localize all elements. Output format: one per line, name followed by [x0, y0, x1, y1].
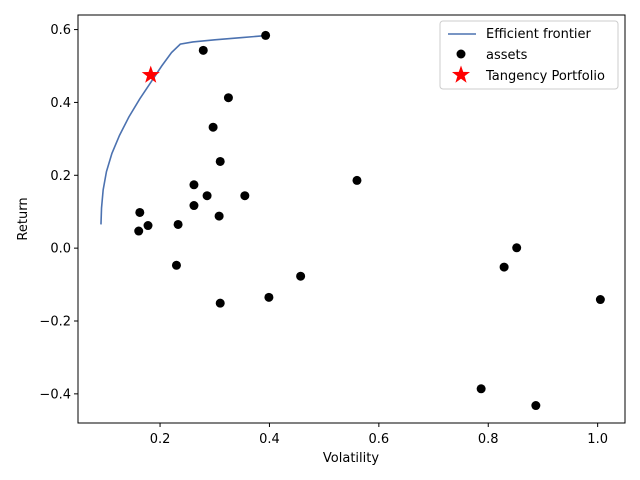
asset-point — [208, 122, 218, 132]
legend-star-icon — [451, 65, 471, 83]
asset-point — [171, 260, 181, 270]
asset-point — [134, 226, 144, 236]
asset-point — [264, 292, 274, 302]
asset-point — [352, 175, 362, 185]
x-axis-ticks: 0.2 0.4 0.6 0.8 1.0 — [150, 423, 608, 447]
legend-tangency-swatch — [451, 65, 471, 83]
asset-point — [531, 401, 541, 411]
asset-point — [512, 243, 522, 253]
y-tick-label: 0.6 — [50, 23, 71, 38]
asset-point — [143, 221, 153, 231]
legend-frontier-label: Efficient frontier — [486, 27, 592, 42]
asset-point — [499, 262, 509, 272]
y-axis-ticks: −0.4 −0.2 0.0 0.2 0.4 0.6 — [39, 23, 78, 402]
asset-point — [261, 30, 271, 40]
frontier-layer — [100, 34, 268, 225]
x-tick-label: 0.2 — [150, 432, 171, 447]
asset-point — [215, 156, 225, 166]
asset-point — [214, 211, 224, 221]
legend-box — [439, 20, 619, 90]
asset-point — [595, 295, 605, 305]
y-axis-label: Return — [16, 197, 31, 240]
efficient-frontier-line — [100, 34, 268, 225]
legend-assets-label: assets — [486, 48, 528, 63]
x-tick-label: 0.8 — [478, 432, 499, 447]
asset-point — [189, 180, 199, 190]
asset-point — [173, 219, 183, 229]
legend-tangency-label: Tangency Portfolio — [485, 69, 605, 84]
asset-point — [223, 93, 233, 103]
asset-point — [296, 271, 306, 281]
y-tick-label: 0.4 — [50, 96, 71, 111]
tangency-portfolio-star — [141, 65, 160, 83]
asset-point — [189, 201, 199, 211]
asset-point — [198, 45, 208, 55]
x-axis-label: Volatility — [323, 451, 379, 466]
legend-assets-swatch — [456, 49, 466, 59]
asset-point — [215, 298, 225, 308]
x-tick-label: 0.6 — [369, 432, 390, 447]
plot-frame — [77, 14, 626, 424]
asset-points — [134, 30, 605, 411]
asset-point — [476, 384, 486, 394]
y-tick-label: −0.4 — [39, 387, 71, 402]
legend: Efficient frontier assets Tangency Portf… — [439, 20, 619, 90]
y-tick-label: −0.2 — [39, 315, 71, 330]
asset-point — [202, 191, 212, 201]
tangency-layer — [141, 65, 160, 83]
x-tick-label: 0.4 — [259, 432, 280, 447]
y-tick-label: 0.2 — [50, 169, 71, 184]
x-tick-label: 1.0 — [587, 432, 608, 447]
y-tick-label: 0.0 — [50, 242, 71, 257]
asset-point — [240, 191, 250, 201]
asset-point — [135, 207, 145, 217]
